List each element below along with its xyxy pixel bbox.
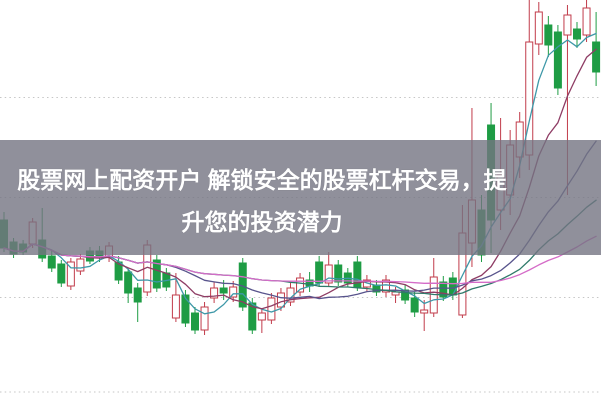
- candle-bull: [534, 11, 543, 45]
- candle-bear: [181, 294, 190, 324]
- ma-line: [3, 48, 597, 310]
- candle-bull: [66, 261, 75, 287]
- banner-line-2: 升您的投资潜力: [181, 209, 343, 235]
- candle-bear: [573, 28, 581, 40]
- banner-line-1: 股票网上配资开户 解锁安全的股票杠杆交易，提: [17, 167, 507, 193]
- candle-bull: [420, 309, 429, 314]
- candle-bear: [315, 261, 324, 284]
- candle-bear: [57, 263, 66, 284]
- candle-bear: [401, 289, 410, 301]
- candle-bull: [525, 41, 534, 156]
- candle-bull: [296, 277, 305, 293]
- candle-bear: [248, 302, 257, 331]
- candle-bear: [133, 287, 142, 303]
- candle-bear: [544, 24, 553, 46]
- candle-bull: [563, 14, 572, 36]
- banner-left-edge-fragment: ，: [0, 161, 9, 195]
- candle-bull: [200, 306, 209, 331]
- ma-line: [3, 235, 597, 285]
- candle-bear: [448, 277, 457, 296]
- candle-bear: [152, 259, 161, 289]
- promo-banner: [0, 140, 601, 255]
- candle-bull: [276, 292, 285, 308]
- candle-bear: [191, 312, 199, 331]
- candle-bear: [592, 41, 601, 73]
- candle-bull: [267, 297, 276, 321]
- candle-bear: [124, 271, 133, 294]
- candle-bear: [47, 255, 56, 269]
- candle-bear: [439, 281, 448, 298]
- candle-bull: [257, 312, 266, 321]
- candle-bear: [410, 297, 419, 313]
- candle-bull: [382, 279, 390, 293]
- candle-bull: [229, 286, 238, 298]
- candle-bear: [334, 264, 343, 283]
- candle-bull: [210, 287, 219, 299]
- candle-bear: [553, 31, 562, 89]
- candle-bull: [582, 7, 591, 36]
- candle-bull: [171, 294, 180, 319]
- candle-bull: [76, 258, 85, 272]
- banner-text: 股票网上配资开户 解锁安全的股票杠杆交易，提 升您的投资潜力: [0, 159, 524, 243]
- candle-bull: [324, 264, 333, 284]
- candle-bear: [353, 261, 362, 288]
- candle-bear: [219, 287, 228, 294]
